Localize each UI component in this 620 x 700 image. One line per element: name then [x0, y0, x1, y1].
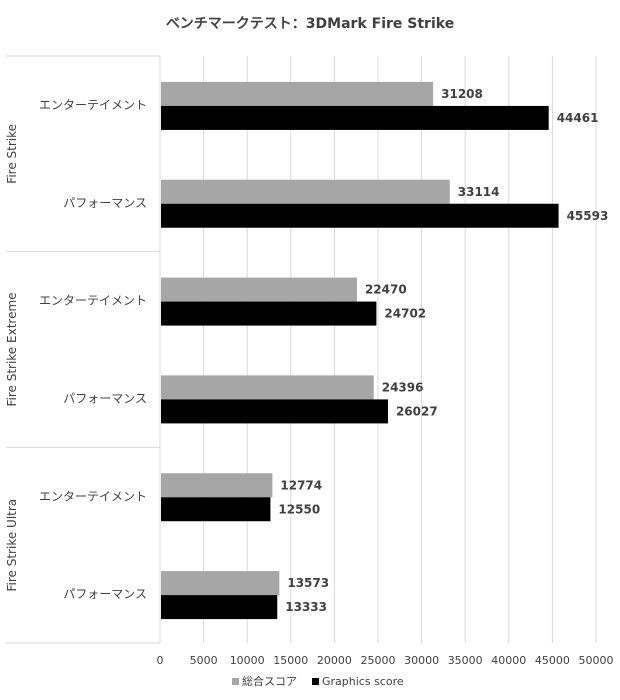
data-label: 12550	[278, 502, 320, 516]
bar	[161, 375, 374, 400]
group-label: Fire Strike Extreme	[5, 292, 19, 406]
category-label: エンターテイメント	[39, 294, 147, 308]
group-label: Fire Strike	[5, 124, 19, 184]
bar	[161, 571, 280, 596]
data-label: 24702	[384, 307, 426, 321]
group-label: Fire Strike Ultra	[5, 499, 19, 592]
legend-swatch	[312, 678, 319, 685]
data-label: 22470	[365, 283, 407, 297]
bars	[161, 81, 559, 620]
x-tick-label: 25000	[361, 654, 396, 667]
legend-swatch	[232, 678, 239, 685]
legend-label: 総合スコア	[242, 674, 297, 688]
x-tick-label: 30000	[404, 654, 439, 667]
bar	[161, 203, 559, 228]
data-label: 31208	[441, 87, 483, 101]
category-label: パフォーマンス	[63, 196, 147, 210]
bar	[161, 105, 549, 130]
data-label: 44461	[557, 111, 599, 125]
data-label: 13333	[285, 600, 327, 614]
bar	[161, 595, 278, 620]
x-tick-label: 0	[157, 654, 164, 667]
data-label: 12774	[280, 478, 322, 492]
category-label: パフォーマンス	[63, 587, 147, 601]
x-tick-label: 20000	[317, 654, 352, 667]
category-label: パフォーマンス	[63, 391, 147, 405]
axes: 0 5000 10000 15000 20000 25000 30000 35000 40000…	[5, 55, 614, 667]
x-tick-label: 35000	[448, 654, 483, 667]
bar	[161, 277, 357, 302]
data-label: 26027	[396, 404, 438, 418]
category-label: エンターテイメント	[39, 489, 147, 503]
x-tick-label: 45000	[535, 654, 570, 667]
x-tick-label: 5000	[190, 654, 218, 667]
gridlines	[203, 56, 597, 643]
x-tick-label: 15000	[273, 654, 308, 667]
bar	[161, 179, 450, 204]
bar	[161, 399, 388, 424]
data-label: 45593	[567, 209, 609, 223]
x-tick-label: 40000	[491, 654, 526, 667]
bar	[161, 497, 271, 522]
chart-title: ベンチマークテスト：3DMark Fire Strike	[166, 16, 454, 32]
data-label: 13573	[287, 576, 329, 590]
bar	[161, 301, 377, 326]
data-labels: 31208 44461 33114 45593 22470 24702 24396 26027…	[278, 87, 608, 614]
legend-label: Graphics score	[322, 675, 404, 688]
data-label: 33114	[458, 185, 500, 199]
bar	[161, 473, 273, 498]
data-label: 24396	[382, 380, 424, 394]
category-label: エンターテイメント	[39, 98, 147, 112]
x-tick-label: 10000	[230, 654, 265, 667]
bar	[161, 81, 434, 106]
x-tick-label: 50000	[579, 654, 614, 667]
legend: 総合スコア Graphics score	[232, 674, 404, 688]
